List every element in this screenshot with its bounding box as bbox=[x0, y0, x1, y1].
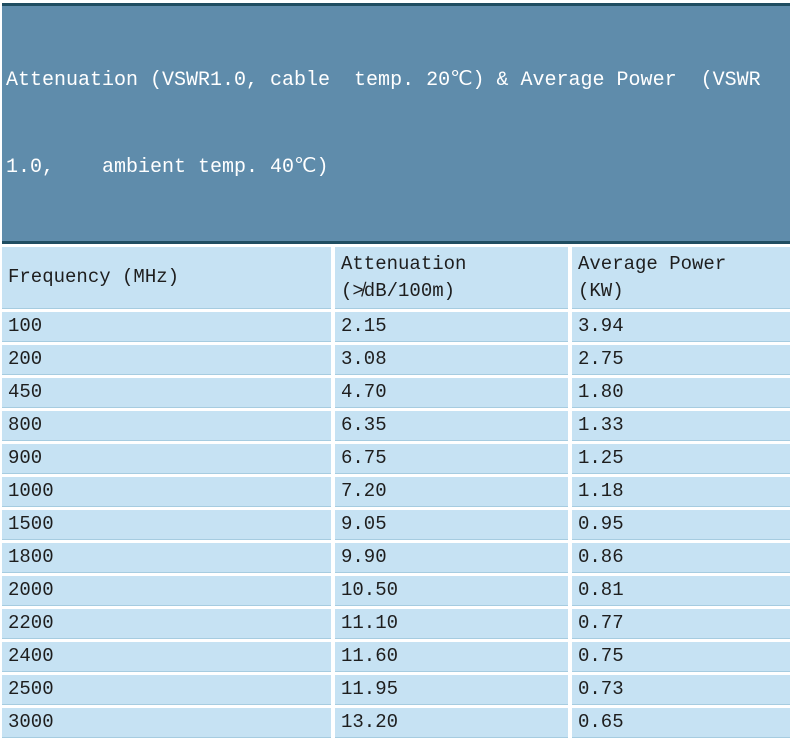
attenuation-cell: 2.15 bbox=[335, 312, 568, 342]
attenuation-cell: 11.95 bbox=[335, 675, 568, 705]
spec-document: Attenuation (VSWR1.0, cable temp. 20℃) &… bbox=[2, 3, 790, 738]
column-header-average-power: Average Power (KW) bbox=[572, 247, 790, 309]
attenuation-cell: 10.50 bbox=[335, 576, 568, 606]
frequency-cell: 200 bbox=[2, 345, 331, 375]
frequency-cell: 1500 bbox=[2, 510, 331, 540]
attenuation-cell: 3.08 bbox=[335, 345, 568, 375]
attenuation-cell: 6.75 bbox=[335, 444, 568, 474]
frequency-cell: 1800 bbox=[2, 543, 331, 573]
average-power-cell: 2.75 bbox=[572, 345, 790, 375]
average-power-cell: 0.75 bbox=[572, 642, 790, 672]
attenuation-cell: 9.90 bbox=[335, 543, 568, 573]
frequency-cell: 1000 bbox=[2, 477, 331, 507]
average-power-cell: 1.25 bbox=[572, 444, 790, 474]
table-title-bar: Attenuation (VSWR1.0, cable temp. 20℃) &… bbox=[2, 3, 790, 244]
average-power-cell: 0.95 bbox=[572, 510, 790, 540]
table-title-line-2: 1.0, ambient temp. 40℃) bbox=[6, 156, 329, 179]
attenuation-cell: 11.60 bbox=[335, 642, 568, 672]
frequency-cell: 900 bbox=[2, 444, 331, 474]
spec-table: Frequency (MHz) Attenuation (≯dB/100m) A… bbox=[2, 247, 790, 738]
attenuation-cell: 13.20 bbox=[335, 708, 568, 738]
frequency-cell: 450 bbox=[2, 378, 331, 408]
average-power-cell: 0.86 bbox=[572, 543, 790, 573]
frequency-cell: 2400 bbox=[2, 642, 331, 672]
attenuation-cell: 6.35 bbox=[335, 411, 568, 441]
average-power-cell: 1.80 bbox=[572, 378, 790, 408]
attenuation-cell: 7.20 bbox=[335, 477, 568, 507]
frequency-cell: 100 bbox=[2, 312, 331, 342]
frequency-cell: 800 bbox=[2, 411, 331, 441]
header-line: (KW) bbox=[578, 279, 624, 302]
header-line: Frequency (MHz) bbox=[8, 266, 180, 288]
column-header-frequency: Frequency (MHz) bbox=[2, 247, 331, 309]
table-title-line-1: Attenuation (VSWR1.0, cable temp. 20℃) &… bbox=[6, 69, 761, 92]
average-power-cell: 1.33 bbox=[572, 411, 790, 441]
average-power-cell: 3.94 bbox=[572, 312, 790, 342]
header-line: Average Power bbox=[578, 252, 727, 275]
average-power-cell: 0.73 bbox=[572, 675, 790, 705]
frequency-cell: 2200 bbox=[2, 609, 331, 639]
average-power-cell: 0.65 bbox=[572, 708, 790, 738]
header-line: Attenuation bbox=[341, 252, 467, 275]
average-power-cell: 0.77 bbox=[572, 609, 790, 639]
attenuation-cell: 9.05 bbox=[335, 510, 568, 540]
column-header-attenuation: Attenuation (≯dB/100m) bbox=[335, 247, 568, 309]
average-power-cell: 1.18 bbox=[572, 477, 790, 507]
attenuation-cell: 4.70 bbox=[335, 378, 568, 408]
frequency-cell: 3000 bbox=[2, 708, 331, 738]
average-power-cell: 0.81 bbox=[572, 576, 790, 606]
frequency-cell: 2500 bbox=[2, 675, 331, 705]
header-line: (≯dB/100m) bbox=[341, 279, 456, 302]
attenuation-cell: 11.10 bbox=[335, 609, 568, 639]
frequency-cell: 2000 bbox=[2, 576, 331, 606]
